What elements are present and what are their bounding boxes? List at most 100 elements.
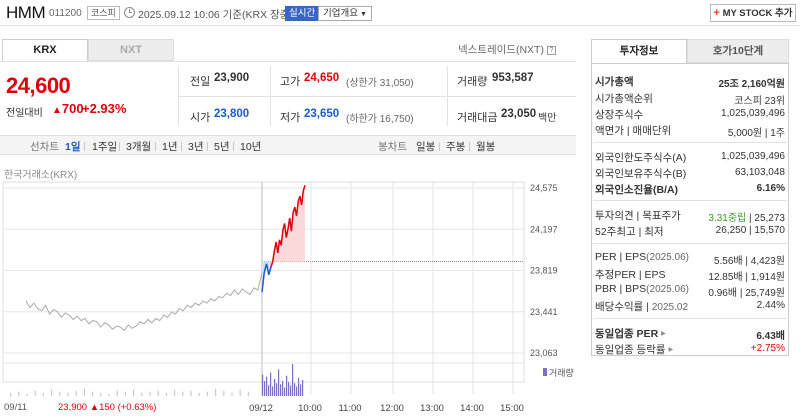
volume-bar — [149, 391, 151, 396]
period-3y[interactable]: 3년 — [188, 141, 204, 153]
volume-bar — [290, 385, 292, 396]
invest-info-panel — [591, 63, 789, 356]
foreign-ratio-value: 6.16% — [756, 183, 785, 194]
volume-bar — [174, 389, 176, 396]
mystock-add-label: MY STOCK 추가 — [722, 8, 793, 19]
plus-icon: + — [713, 7, 720, 19]
foreign-limit-label: 외국인한도주식수(A) — [595, 152, 687, 164]
sector-per-value: 6.43배 — [756, 331, 785, 342]
market-cap-rank-value: 코스피 23위 — [734, 96, 785, 107]
volume-legend-label: 거래량 — [549, 367, 574, 378]
period-weekly[interactable]: 주봉 — [446, 141, 466, 153]
period-1d[interactable]: 1일 — [65, 141, 81, 153]
tab-nxt[interactable]: NXT — [88, 39, 174, 61]
target-price: 25,273 — [754, 213, 785, 224]
volume-bar — [182, 391, 184, 396]
foreign-holding-label: 외국인보유주식수(B) — [595, 168, 687, 180]
per-eps-label-text: PER | EPS — [595, 251, 647, 263]
divider — [178, 66, 179, 126]
company-overview-button[interactable]: 기업개요 ▼ — [318, 6, 372, 21]
volume-bar — [284, 387, 286, 396]
volume-bar — [286, 375, 288, 396]
tab-krx[interactable]: KRX — [2, 39, 88, 61]
upper-limit: (상한가 31,050) — [346, 78, 414, 89]
market-badge: 코스피 — [87, 6, 120, 20]
market-cap-rank-label: 시가총액순위 — [595, 93, 653, 105]
candle-chart-label: 봉차트 — [378, 141, 407, 153]
volume-label: 거래량 — [457, 76, 488, 88]
divider — [593, 200, 787, 201]
par-value-value: 5,000원 | 1주 — [727, 128, 785, 139]
tab-orderbook[interactable]: 호가10단계 — [687, 39, 789, 63]
current-price: 24,600 — [6, 73, 71, 98]
pbr-bps-label-text: PBR | BPS — [595, 283, 647, 295]
prev-day-info: 09/11 — [4, 402, 27, 413]
divider — [119, 142, 120, 151]
mystock-add-button[interactable]: + MY STOCK 추가 — [710, 4, 796, 22]
period-10y[interactable]: 10년 — [240, 141, 262, 153]
volume-bar — [239, 389, 241, 396]
volume-value: 953,587 — [492, 72, 534, 84]
volume-bar — [266, 376, 268, 396]
volume-bar — [268, 385, 270, 396]
intraday-chart[interactable]: 24,575 24,197 23,819 23,441 23,063 09/12 10:00… — [0, 160, 576, 419]
volume-bar — [83, 388, 85, 396]
chart-source-label: 한국거래소(KRX) — [4, 170, 78, 181]
period-monthly[interactable]: 월봉 — [476, 141, 496, 153]
divider — [233, 142, 234, 151]
clock-icon — [124, 7, 135, 18]
per-eps-period: (2025.06) — [646, 252, 689, 263]
period-daily[interactable]: 일봉 — [416, 141, 436, 153]
open-value: 23,800 — [214, 108, 250, 120]
stock-name: HMM — [6, 3, 46, 22]
divider — [84, 142, 85, 151]
volume-bar — [141, 392, 143, 396]
up-area — [271, 185, 305, 268]
divider — [593, 142, 787, 143]
prev-day-series — [25, 287, 259, 332]
x-tick-label: 12:00 — [380, 403, 404, 414]
high-value: 24,650 — [304, 72, 340, 84]
sector-per-label[interactable]: 동일업종 PER ▶ — [595, 326, 666, 341]
volume-bar — [10, 392, 12, 396]
volume-bar — [198, 392, 200, 396]
y-tick-label: 23,441 — [530, 307, 558, 317]
question-icon[interactable]: ? — [546, 46, 556, 55]
low-value: 23,650 — [304, 108, 340, 120]
period-5y[interactable]: 5년 — [214, 141, 230, 153]
y-tick-label: 24,575 — [530, 183, 558, 193]
x-tick-label: 13:00 — [420, 403, 444, 414]
52w-label: 52주최고 | 최저 — [595, 226, 664, 238]
listed-shares-value: 1,025,039,496 — [721, 108, 785, 119]
prev-day-date: 09/11 — [4, 402, 28, 413]
change-amount: 700 — [61, 101, 84, 116]
volume-bar — [294, 383, 296, 396]
divider — [0, 61, 576, 62]
volume-bar — [276, 383, 278, 396]
opinion-rating: 3.31중립 — [708, 213, 747, 224]
sector-change-label-text: 동일업종 등락률 — [595, 344, 666, 356]
period-1y[interactable]: 1년 — [162, 141, 178, 153]
per-eps-label: PER | EPS(2025.06) — [595, 251, 689, 263]
sector-change-value: +2.75% — [750, 343, 785, 354]
nxt-link[interactable]: 넥스트레이드(NXT)? — [458, 42, 556, 57]
amount-unit: 백만 — [538, 113, 557, 124]
volume-bar — [300, 384, 302, 396]
divider — [593, 318, 787, 319]
sector-change-label[interactable]: 동일업종 등락률 ▶ — [595, 342, 673, 357]
dividend-value: 2.44% — [756, 300, 785, 311]
market-cap-label: 시가총액 — [595, 76, 634, 88]
x-tick-label: 10:00 — [298, 403, 322, 414]
low-label: 저가 — [280, 112, 301, 124]
period-1w[interactable]: 1주일 — [92, 141, 118, 153]
change-value: ▲700 — [52, 101, 84, 116]
volume-bar — [157, 390, 159, 396]
realtime-badge: 실시간 — [285, 6, 320, 21]
volume-bar — [247, 391, 249, 396]
market-cap-value: 25조 2,160억원 — [718, 79, 785, 90]
prev-close-label: 전일 — [190, 76, 211, 88]
stock-header — [0, 0, 800, 26]
period-3m[interactable]: 3개월 — [126, 141, 152, 153]
volume-bar — [223, 390, 225, 396]
tab-invest-info[interactable]: 투자정보 — [591, 39, 687, 63]
